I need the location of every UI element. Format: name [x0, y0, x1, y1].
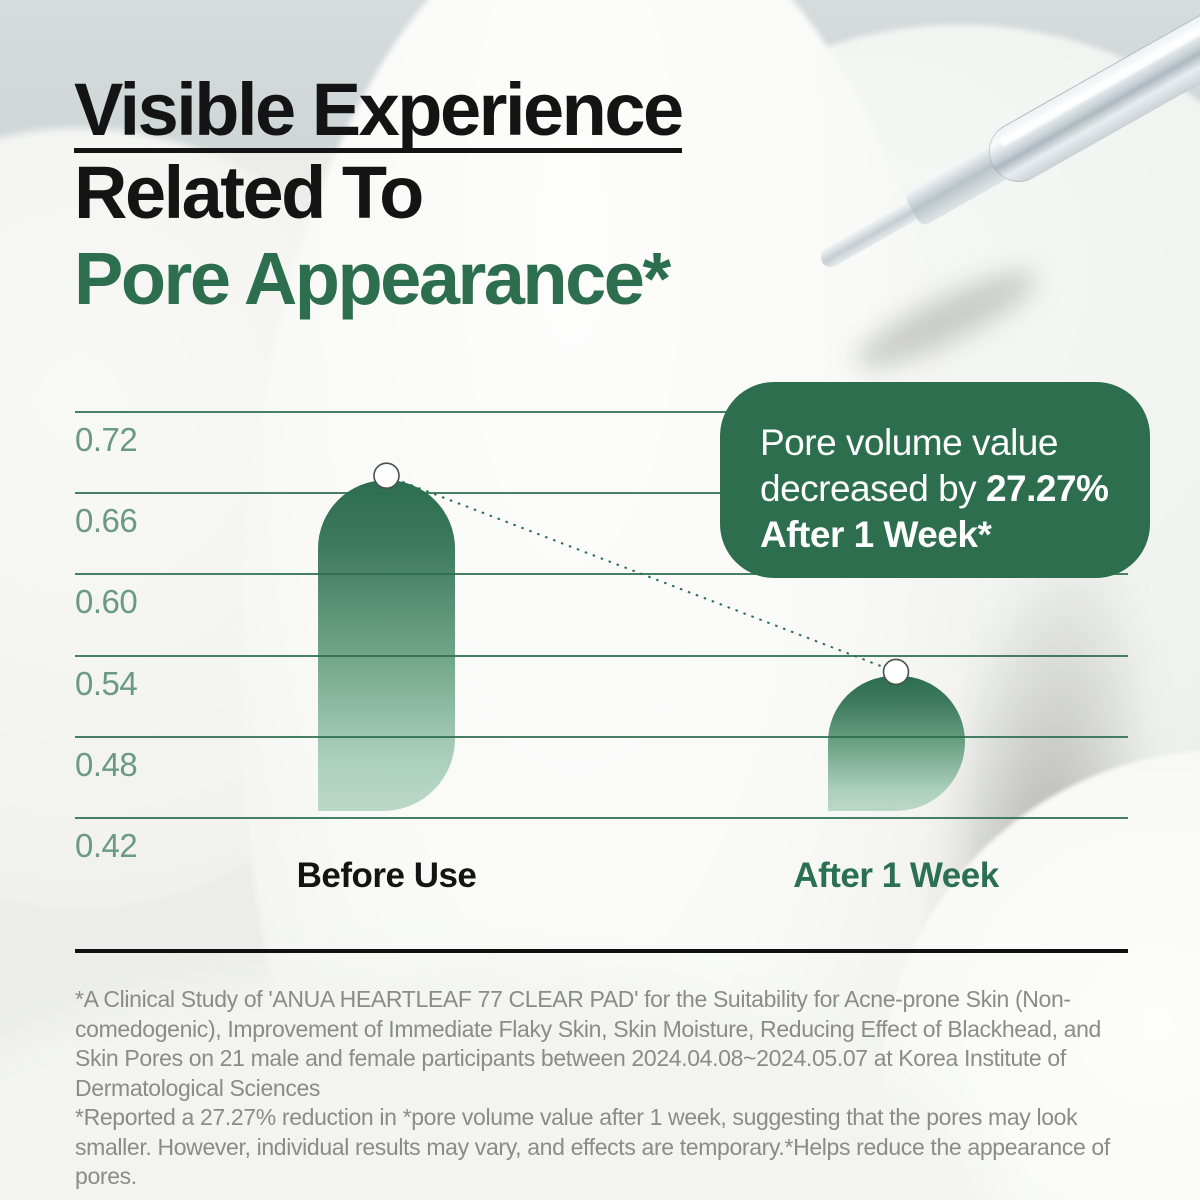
callout-line-1: Pore volume value	[760, 422, 1058, 463]
y-tick-label: 0.66	[75, 502, 138, 540]
callout-line-3: After 1 Week*	[760, 514, 992, 555]
footnote-paragraph-1: *A Clinical Study of 'ANUA HEARTLEAF 77 …	[75, 986, 1101, 1101]
y-tick-label: 0.48	[75, 745, 138, 783]
gridline	[75, 735, 1128, 738]
title-line-2: Related To	[74, 151, 424, 234]
title-line-3: Pore Appearance*	[74, 237, 671, 320]
x-category-label-after-1-week: After 1 Week	[793, 856, 999, 895]
callout-percent-value: 27.27%	[985, 468, 1109, 509]
gridline	[75, 411, 1128, 413]
y-tick-label: 0.60	[75, 583, 138, 621]
page-title: Visible Experience Related To Pore Appea…	[74, 68, 684, 320]
x-category-label-before-use: Before Use	[296, 856, 477, 895]
title-line-1: Visible Experience	[74, 68, 684, 153]
bar-after-1-week	[827, 675, 965, 812]
gridline	[75, 654, 1128, 657]
x-axis-line	[75, 949, 1128, 953]
y-tick-label: 0.42	[75, 827, 138, 864]
callout-line-2: decreased by 27.27%	[760, 466, 1150, 512]
gridline	[75, 817, 1128, 819]
footnote-paragraph-2: *Reported a 27.27% reduction in *pore vo…	[75, 1104, 1110, 1189]
bar-before-use	[318, 479, 455, 812]
callout-line-2-text: decreased by	[760, 468, 986, 509]
callout-bubble: Pore volume value decreased by 27.27% Af…	[720, 382, 1150, 578]
y-tick-label: 0.72	[75, 421, 138, 458]
y-tick-label: 0.54	[75, 664, 138, 702]
clinical-study-footnote: *A Clinical Study of 'ANUA HEARTLEAF 77 …	[75, 985, 1135, 1192]
